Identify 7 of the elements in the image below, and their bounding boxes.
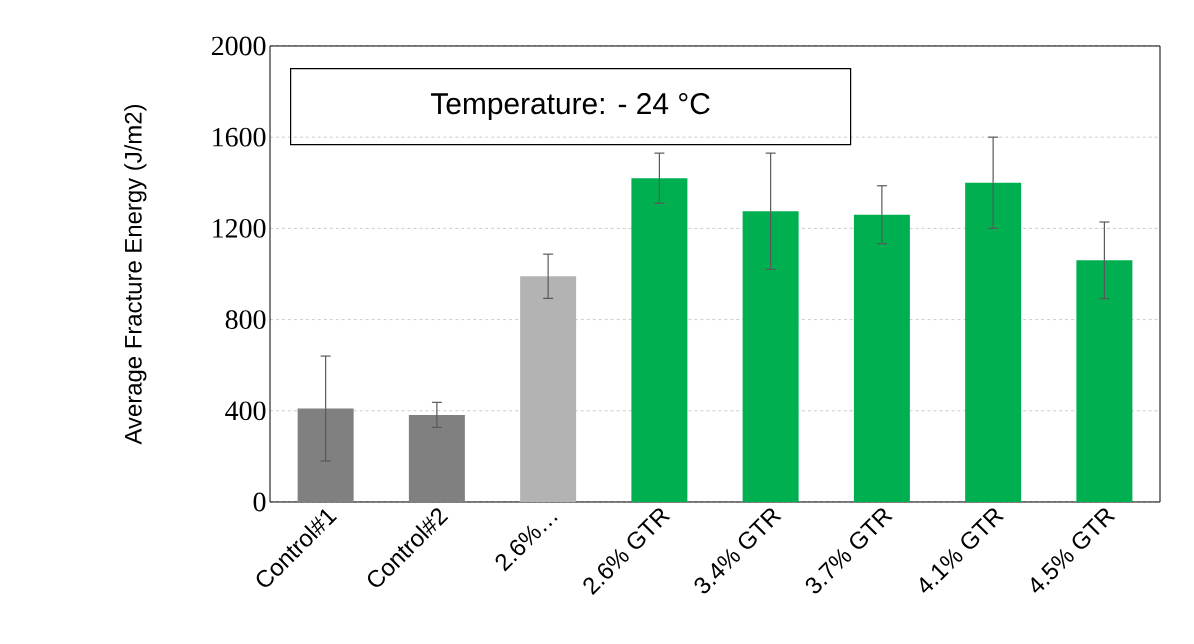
y-tick-label: 2000 (211, 36, 266, 56)
annotation: Temperature: - 24 °C (431, 93, 710, 121)
y-tick-label: 1200 (213, 218, 266, 238)
y-tick-label: 1600 (213, 127, 266, 147)
y-tick-label: 800 (225, 310, 266, 329)
y-axis-title: Average Fracture Energy (J/m2) (124, 104, 147, 445)
y-tick-label: 400 (225, 401, 266, 421)
